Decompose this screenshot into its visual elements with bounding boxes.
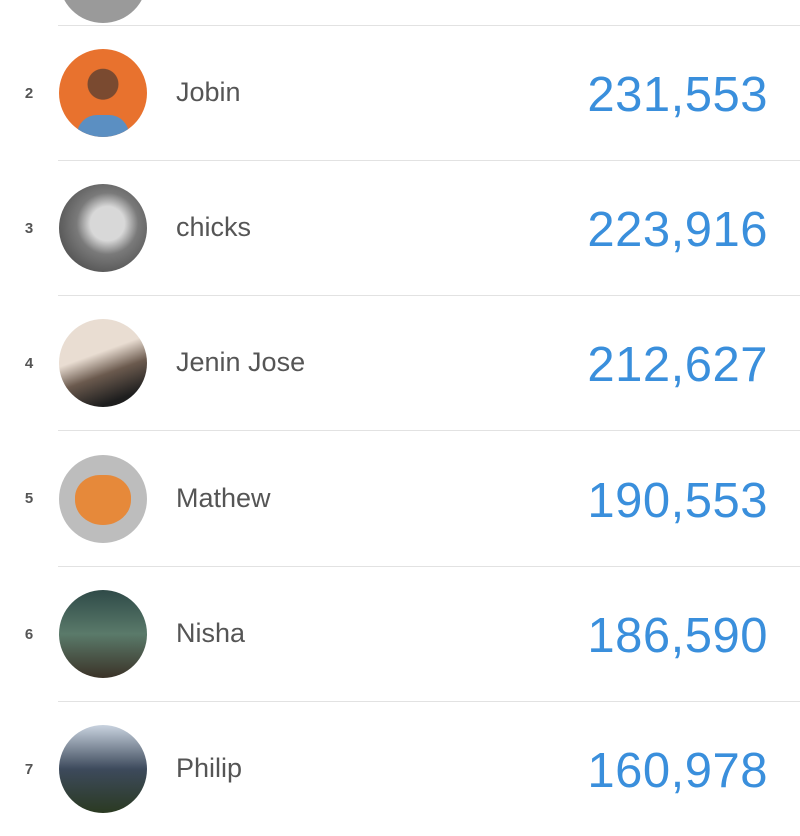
leaderboard-row-partial[interactable]: [0, 0, 800, 25]
username: chicks: [176, 212, 252, 242]
leaderboard-row[interactable]: 4 Jenin Jose 212,627: [0, 295, 800, 430]
avatar: [59, 0, 147, 23]
rank: 6: [24, 626, 34, 643]
score: 160,978: [587, 744, 768, 798]
avatar: [59, 590, 147, 678]
avatar: [59, 319, 147, 407]
score: 212,627: [587, 338, 768, 392]
avatar: [59, 49, 147, 137]
score: 186,590: [587, 609, 768, 663]
divider: [58, 430, 800, 431]
rank: 4: [24, 355, 34, 372]
avatar: [59, 184, 147, 272]
username: Philip: [176, 753, 243, 783]
username: Nisha: [176, 618, 246, 648]
rank: 5: [24, 490, 34, 507]
username: Jobin: [176, 77, 241, 107]
leaderboard-row[interactable]: 5 Mathew 190,553: [0, 430, 800, 565]
divider: [58, 701, 800, 702]
score: 190,553: [587, 474, 768, 528]
username: Mathew: [176, 483, 271, 513]
divider: [58, 25, 800, 26]
divider: [58, 566, 800, 567]
username: Jenin Jose: [176, 347, 306, 377]
leaderboard-row[interactable]: 6 Nisha 186,590: [0, 566, 800, 701]
rank: 2: [24, 85, 34, 102]
score: 223,916: [587, 203, 768, 257]
score: 231,553: [587, 68, 768, 122]
divider: [58, 295, 800, 296]
rank: 3: [24, 220, 34, 237]
rank: 7: [24, 761, 34, 778]
leaderboard-row[interactable]: 2 Jobin 231,553: [0, 25, 800, 160]
leaderboard-row[interactable]: 3 chicks 223,916: [0, 160, 800, 295]
divider: [58, 160, 800, 161]
avatar: [59, 455, 147, 543]
avatar: [59, 725, 147, 813]
leaderboard-row[interactable]: 7 Philip 160,978: [0, 701, 800, 836]
